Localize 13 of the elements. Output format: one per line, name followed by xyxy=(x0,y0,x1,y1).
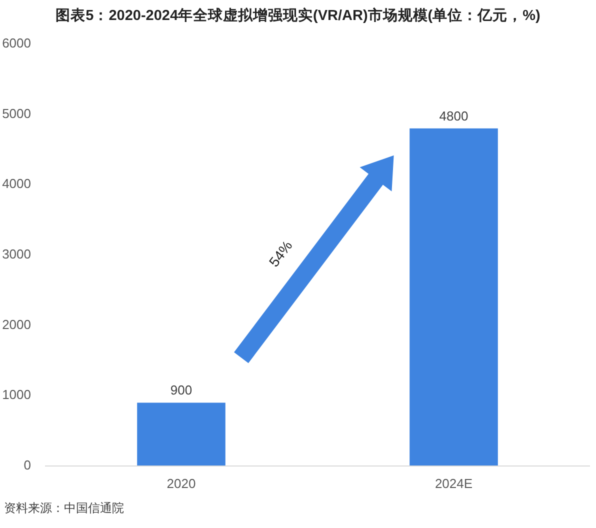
y-tick-label: 2000 xyxy=(2,316,31,332)
x-tick-label: 2020 xyxy=(166,476,196,491)
y-tick-label: 3000 xyxy=(2,246,31,262)
data-label: 900 xyxy=(170,382,192,398)
data-label: 4800 xyxy=(439,108,468,124)
y-tick-label: 1000 xyxy=(2,387,31,402)
chart-title: 图表5：2020-2024年全球虚拟增强现实(VR/AR)市场规模(单位：亿元，%) xyxy=(56,6,541,24)
x-tick-label: 2024E xyxy=(434,476,473,491)
y-tick-label: 0 xyxy=(24,457,31,472)
y-tick-label: 6000 xyxy=(2,35,31,50)
y-tick-label: 4000 xyxy=(2,176,31,192)
text: 资料来源：中国信通院 xyxy=(4,501,124,515)
y-tick-label: 5000 xyxy=(2,106,31,121)
